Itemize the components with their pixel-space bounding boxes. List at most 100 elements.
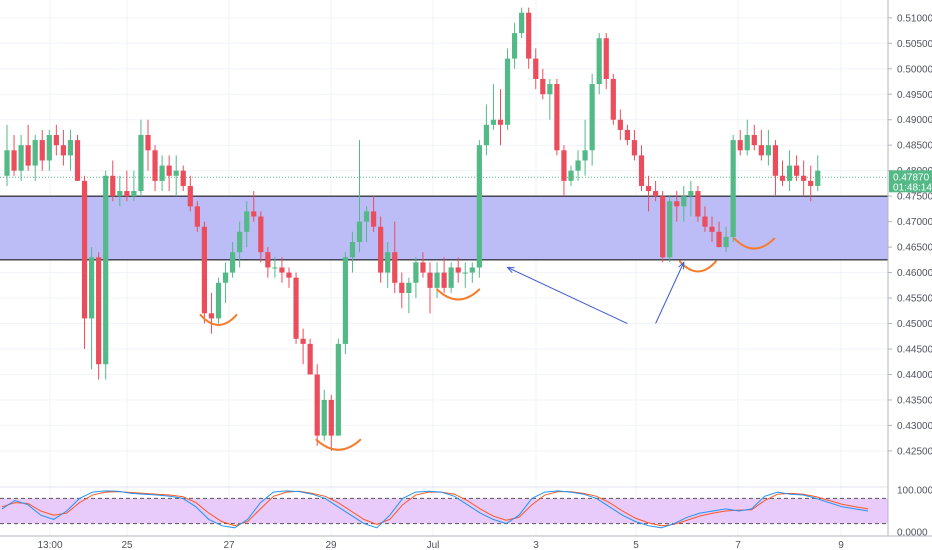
candle: [568, 165, 574, 186]
candle: [145, 119, 151, 171]
candle-body: [103, 175, 109, 365]
candle: [758, 129, 764, 161]
candle: [653, 180, 659, 202]
candle-body: [96, 257, 102, 365]
candle-body: [695, 191, 701, 217]
candle-body: [89, 257, 95, 319]
candle-body: [131, 191, 137, 197]
candle: [392, 221, 398, 293]
candle: [356, 140, 363, 253]
candle: [39, 129, 45, 171]
candle-body: [53, 135, 59, 146]
candle: [744, 119, 750, 156]
last-price-tag-bg: [889, 170, 932, 193]
candle-body: [399, 282, 405, 293]
candle-body: [737, 140, 743, 151]
price-tick-label: 0.42500: [897, 446, 932, 457]
candle: [779, 160, 786, 186]
candle: [441, 257, 447, 293]
candle-body: [794, 165, 800, 176]
candle-body: [335, 343, 341, 436]
candle: [483, 104, 489, 156]
candle: [180, 165, 186, 192]
candle-body: [328, 399, 334, 436]
candle-body: [124, 191, 130, 197]
candle: [730, 135, 736, 242]
candle: [11, 135, 17, 176]
candle-body: [540, 78, 546, 95]
candle-body: [786, 165, 793, 181]
candle: [117, 175, 123, 207]
candle: [293, 272, 299, 344]
candle-body: [363, 211, 370, 222]
candle: [815, 155, 821, 192]
candle: [674, 191, 680, 222]
candle: [772, 140, 779, 197]
candle: [279, 257, 285, 283]
candle-body: [667, 201, 673, 258]
candle: [307, 338, 313, 375]
candle-body: [342, 257, 348, 344]
candle: [702, 206, 708, 232]
candle-body: [392, 252, 398, 283]
candle-body: [638, 155, 645, 186]
candle: [335, 338, 341, 436]
candle-body: [645, 185, 652, 192]
candle-body: [420, 262, 426, 273]
price-tick-label: 0.47500: [897, 192, 932, 203]
candle-body: [117, 191, 123, 197]
candle: [490, 84, 497, 130]
candle: [258, 211, 264, 263]
oscillator-tick-label: 100.0000: [897, 486, 932, 497]
candle-body: [469, 267, 475, 273]
candle: [610, 73, 616, 125]
candle-body: [279, 267, 285, 273]
candle: [688, 180, 694, 217]
candle: [385, 242, 391, 288]
annotation-curve: [733, 237, 776, 250]
candle: [314, 364, 320, 446]
candle: [349, 231, 356, 273]
candle-body: [751, 135, 757, 146]
annotation-curve: [199, 313, 238, 326]
candle: [519, 7, 525, 39]
candle: [645, 175, 652, 212]
candle: [89, 247, 95, 370]
candle: [399, 272, 405, 309]
price-tick-label: 0.48500: [897, 141, 932, 152]
candle: [526, 7, 532, 69]
countdown-value: 01:48:14: [893, 182, 932, 193]
time-tick-label: 29: [325, 540, 337, 550]
candle-body: [81, 180, 88, 319]
candle: [25, 124, 31, 171]
candle-body: [321, 399, 327, 436]
candle-body: [681, 196, 687, 207]
candle: [371, 196, 377, 232]
candle-body: [39, 140, 45, 161]
candle-body: [519, 12, 525, 34]
candle: [18, 135, 24, 181]
candle: [504, 48, 511, 130]
price-tick-label: 0.46500: [897, 243, 932, 254]
candle: [159, 155, 165, 192]
candle: [667, 196, 673, 263]
annotation-arrow: [507, 267, 628, 324]
candle: [808, 165, 814, 202]
candle-body: [674, 201, 680, 207]
time-tick-label: 3: [533, 540, 539, 550]
candle-body: [730, 140, 736, 237]
candle: [215, 277, 222, 324]
candle-body: [575, 160, 581, 171]
candle-body: [624, 129, 630, 141]
candle-body: [462, 272, 468, 274]
candle-body: [660, 196, 666, 258]
candle-body: [808, 180, 814, 186]
candle: [328, 394, 334, 451]
candle: [244, 201, 250, 248]
candle: [53, 124, 59, 156]
candle: [251, 191, 257, 222]
candle: [124, 170, 130, 202]
candle: [194, 201, 200, 232]
candle: [138, 119, 144, 197]
candle: [603, 33, 609, 90]
